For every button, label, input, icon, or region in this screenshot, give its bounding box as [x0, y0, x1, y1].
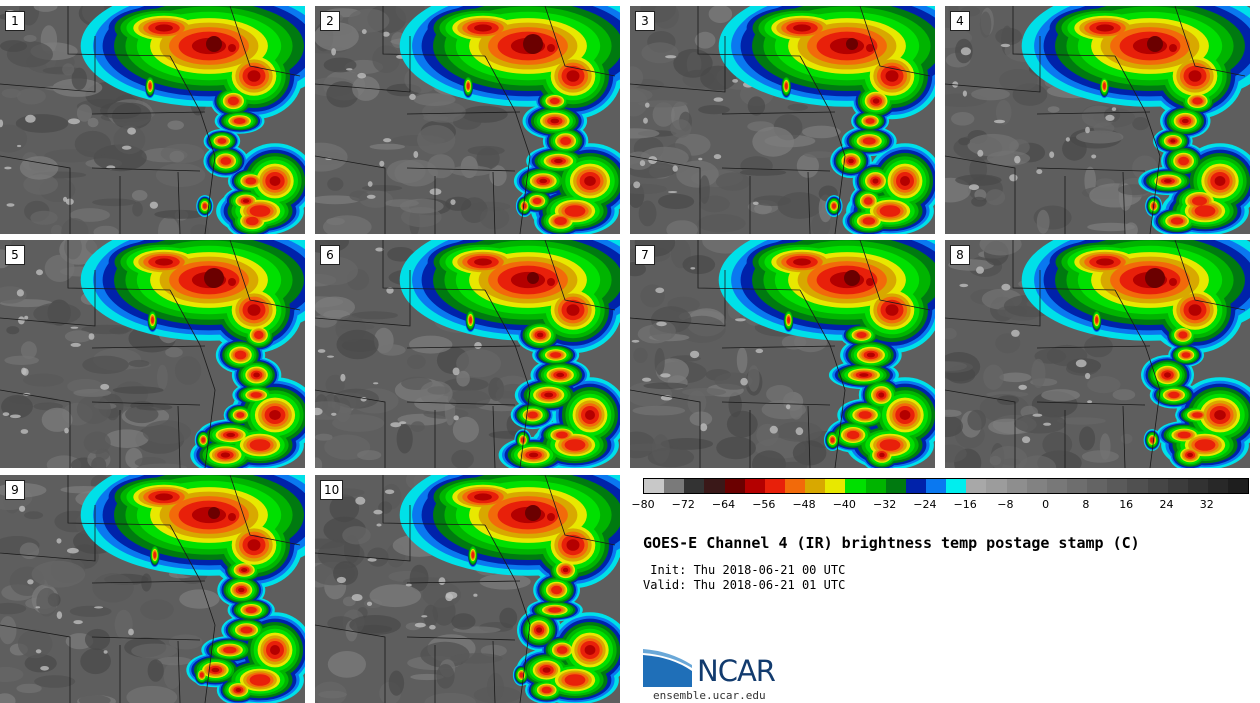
ensemble-member-panel-6[interactable]: 6: [315, 240, 620, 468]
colorbar-ticks: −80 −72 −64 −56 −48 −40 −32 −24 −16 −8 0 8 16 24 32: [631, 498, 1249, 512]
product-title: GOES-E Channel 4 (IR) brightness temp po…: [643, 534, 1140, 552]
ensemble-member-panel-2[interactable]: 2: [315, 6, 620, 234]
member-number-label: 4: [950, 11, 970, 31]
colorbar-swatch: [805, 479, 826, 493]
ensemble-member-panel-1[interactable]: 1: [0, 6, 305, 234]
ir-brightness-map: [945, 240, 1250, 468]
ir-brightness-map: [315, 240, 620, 468]
colorbar-swatch: [1187, 479, 1208, 493]
member-number-label: 7: [635, 245, 655, 265]
colorbar-tick-label: −64: [711, 498, 736, 511]
colorbar-swatch: [764, 479, 785, 493]
colorbar-tick-label: 8: [1082, 498, 1090, 511]
colorbar-tick-label: −16: [953, 498, 977, 511]
member-number-label: 5: [5, 245, 25, 265]
colorbar-swatch: [946, 479, 967, 493]
ncar-logo-text: NCAR: [697, 654, 776, 688]
colorbar-swatch: [684, 479, 705, 493]
colorbar-swatch: [1026, 479, 1047, 493]
ncar-logo: [643, 649, 692, 687]
colorbar-swatch: [1107, 479, 1128, 493]
colorbar-swatch: [865, 479, 886, 493]
ir-brightness-map: [945, 6, 1250, 234]
colorbar-tick-label: −72: [671, 498, 695, 511]
colorbar-swatch: [744, 479, 765, 493]
colorbar-swatch: [1147, 479, 1168, 493]
colorbar-swatch: [966, 479, 987, 493]
ensemble-member-panel-4[interactable]: 4: [945, 6, 1250, 234]
ir-brightness-map: [630, 6, 935, 234]
init-time: Init: Thu 2018-06-21 00 UTC: [643, 563, 846, 577]
ensemble-member-panel-7[interactable]: 7: [630, 240, 935, 468]
colorbar-tick-label: −56: [752, 498, 776, 511]
ensemble-member-panel-3[interactable]: 3: [630, 6, 935, 234]
colorbar-swatch: [1006, 479, 1027, 493]
colorbar-swatch: [664, 479, 685, 493]
colorbar-tick-label: 24: [1159, 498, 1174, 511]
colorbar-swatch: [704, 479, 725, 493]
ir-brightness-map: [0, 475, 305, 703]
colorbar-swatch: [1087, 479, 1108, 493]
ensemble-member-panel-10[interactable]: 10: [315, 475, 620, 703]
member-number-label: 8: [950, 245, 970, 265]
ir-brightness-map: [630, 240, 935, 468]
colorbar-swatch: [1066, 479, 1088, 493]
site-url: ensemble.ucar.edu: [653, 689, 766, 702]
colorbar-swatch: [1207, 479, 1229, 493]
colorbar-tick-label: −48: [792, 498, 816, 511]
member-number-label: 2: [320, 11, 340, 31]
colorbar-tick-label: −80: [631, 498, 655, 511]
member-number-label: 9: [5, 480, 25, 500]
colorbar-swatch: [825, 479, 846, 493]
valid-time: Valid: Thu 2018-06-21 01 UTC: [643, 578, 846, 592]
ensemble-member-panel-5[interactable]: 5: [0, 240, 305, 468]
ensemble-member-panel-8[interactable]: 8: [945, 240, 1250, 468]
colorbar-swatch: [724, 479, 745, 493]
colorbar-swatch: [845, 479, 866, 493]
colorbar-swatch: [905, 479, 926, 493]
colorbar-swatch: [644, 479, 665, 493]
member-number-label: 3: [635, 11, 655, 31]
ir-brightness-map: [315, 6, 620, 234]
colorbar-tick-label: −8: [997, 498, 1014, 511]
ensemble-member-panel-9[interactable]: 9: [0, 475, 305, 703]
colorbar-tick-label: −24: [913, 498, 937, 511]
ir-brightness-map: [0, 240, 305, 468]
colorbar-swatch: [925, 479, 947, 493]
colorbar-swatch: [986, 479, 1007, 493]
colorbar-tick-label: 16: [1119, 498, 1134, 511]
member-number-label: 1: [5, 11, 25, 31]
colorbar-swatch: [885, 479, 906, 493]
colorbar-swatch: [1127, 479, 1148, 493]
colorbar-swatch: [1167, 479, 1188, 493]
colorbar-tick-label: 0: [1042, 498, 1050, 511]
colorbar-tick-label: −40: [832, 498, 856, 511]
colorbar: [643, 478, 1249, 494]
ir-brightness-map: [0, 6, 305, 234]
colorbar-tick-label: −32: [872, 498, 897, 511]
colorbar-tick-label: 32: [1199, 498, 1214, 511]
member-number-label: 10: [320, 480, 344, 500]
ir-brightness-map: [315, 475, 620, 703]
member-number-label: 6: [320, 245, 340, 265]
colorbar-swatch: [1046, 479, 1067, 493]
colorbar-swatch: [1228, 479, 1249, 493]
colorbar-swatch: [784, 479, 806, 493]
